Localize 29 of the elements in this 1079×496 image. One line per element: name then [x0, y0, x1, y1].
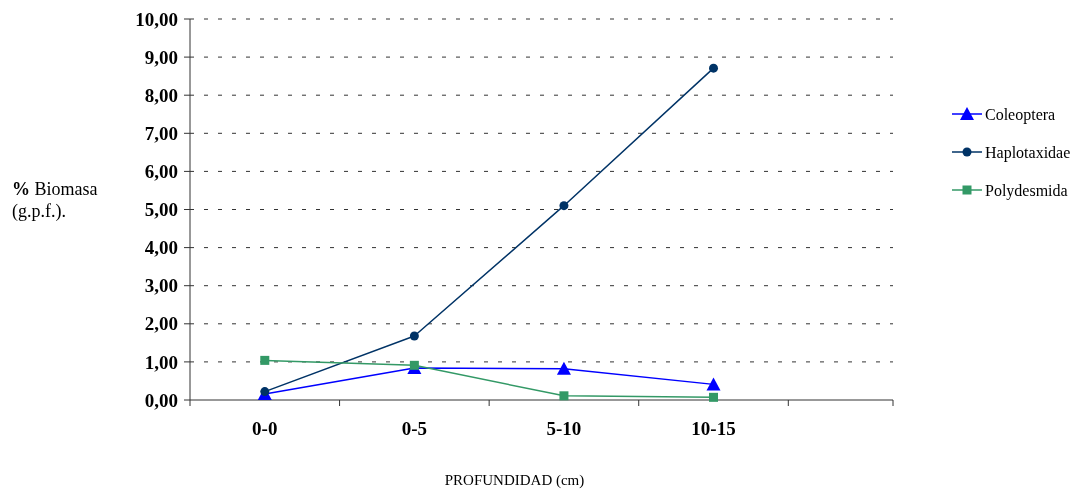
legend-label: Polydesmida [985, 181, 1068, 200]
point [709, 63, 719, 73]
y-tick-label: 7,00 [144, 122, 178, 144]
point [559, 201, 569, 211]
y-tick-label: 2,00 [144, 313, 178, 335]
y-tick-label: 6,00 [144, 161, 178, 183]
y-tick-label: 9,00 [144, 46, 178, 68]
point [409, 360, 419, 370]
y-tick-label: 3,00 [144, 275, 178, 297]
x-axis-title: PROFUNDIDAD (cm) [444, 472, 585, 489]
x-tick-label: 10-15 [691, 418, 736, 439]
x-tick-label: 0-5 [401, 418, 428, 439]
y-tick-label: 8,00 [144, 84, 178, 106]
point [559, 391, 569, 401]
legend-label: Coleoptera [985, 105, 1056, 124]
y-axis-title: % Biomasa (g.p.f.). [12, 179, 98, 222]
point [709, 392, 719, 402]
y-tick-label: 0,00 [144, 389, 178, 411]
point [409, 331, 419, 341]
x-tick-label: 0-0 [252, 418, 278, 439]
x-tick-label: 5-10 [546, 418, 582, 439]
y-tick-label: 10,00 [135, 8, 178, 30]
y-tick-label: 4,00 [144, 237, 178, 259]
legend-label: Haplotaxidae [985, 143, 1071, 162]
y-tick-label: 1,00 [144, 351, 178, 373]
y-tick-label: 5,00 [144, 199, 178, 221]
point [556, 361, 571, 375]
point [706, 377, 721, 391]
point [260, 355, 270, 365]
